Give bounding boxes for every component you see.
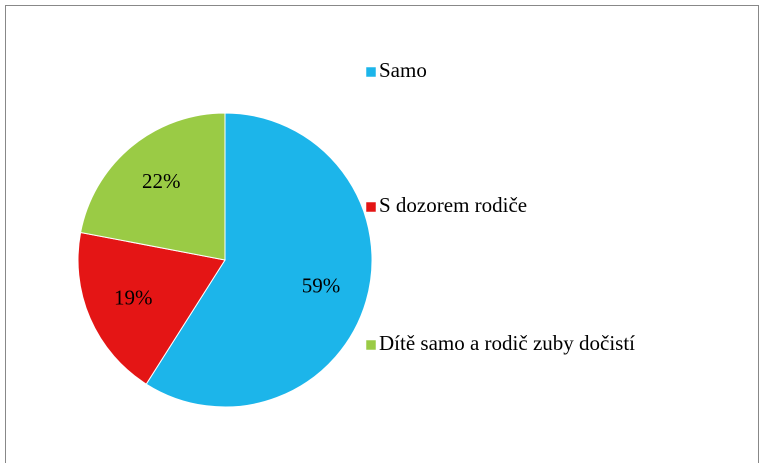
legend-swatch bbox=[365, 66, 377, 78]
legend-label: Dítě samo a rodič zuby dočistí bbox=[379, 331, 635, 355]
legend-swatch bbox=[365, 339, 377, 351]
pie-slice bbox=[77, 231, 226, 385]
pie-slice bbox=[80, 112, 226, 261]
legend-label: S dozorem rodiče bbox=[379, 193, 527, 217]
pie-slice bbox=[145, 112, 373, 408]
legend-label: Samo bbox=[379, 58, 427, 82]
data-label: 59% bbox=[302, 274, 341, 298]
data-label: 22% bbox=[142, 169, 181, 193]
legend-swatch bbox=[365, 201, 377, 213]
data-label: 19% bbox=[114, 286, 153, 310]
